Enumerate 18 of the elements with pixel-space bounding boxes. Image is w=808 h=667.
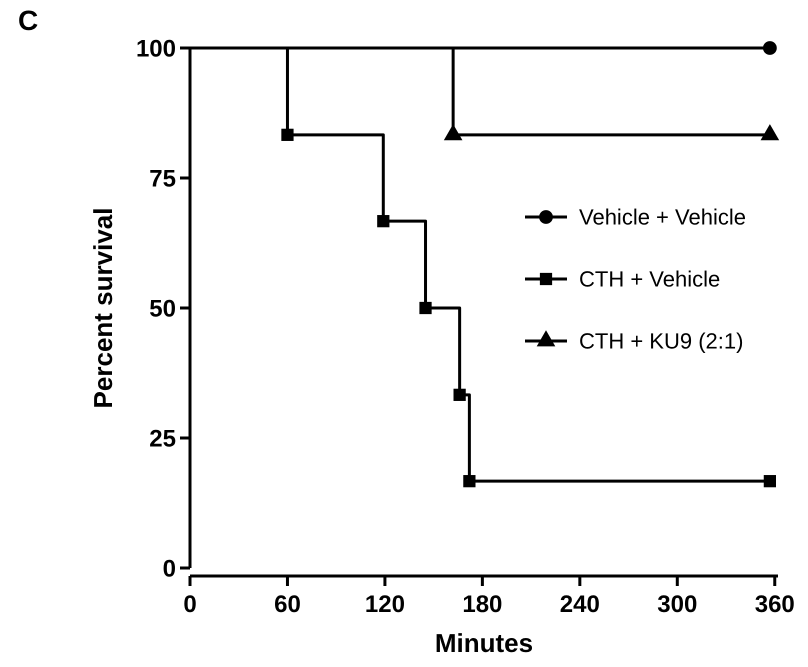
- legend-label: Vehicle + Vehicle: [579, 204, 746, 230]
- y-tick-label: 100: [136, 35, 176, 62]
- x-tick-label: 0: [183, 591, 197, 618]
- x-tick-label: 240: [560, 591, 600, 618]
- legend-label: CTH + KU9 (2:1): [579, 328, 744, 354]
- y-tick-label: 25: [149, 425, 176, 452]
- y-tick-label: 50: [149, 295, 176, 322]
- x-tick-label: 120: [364, 591, 405, 618]
- legend-label: CTH + Vehicle: [579, 266, 720, 292]
- chart-title: C: [18, 5, 38, 36]
- x-tick-label: 60: [274, 591, 301, 618]
- y-tick-label: 0: [162, 555, 176, 582]
- x-tick-label: 180: [462, 591, 502, 618]
- x-axis-title: Minutes: [434, 628, 534, 658]
- y-axis-title: Percent survival: [88, 208, 118, 408]
- x-tick-label: 300: [657, 591, 698, 618]
- x-tick-label: 360: [754, 591, 795, 618]
- y-tick-label: 75: [149, 165, 176, 192]
